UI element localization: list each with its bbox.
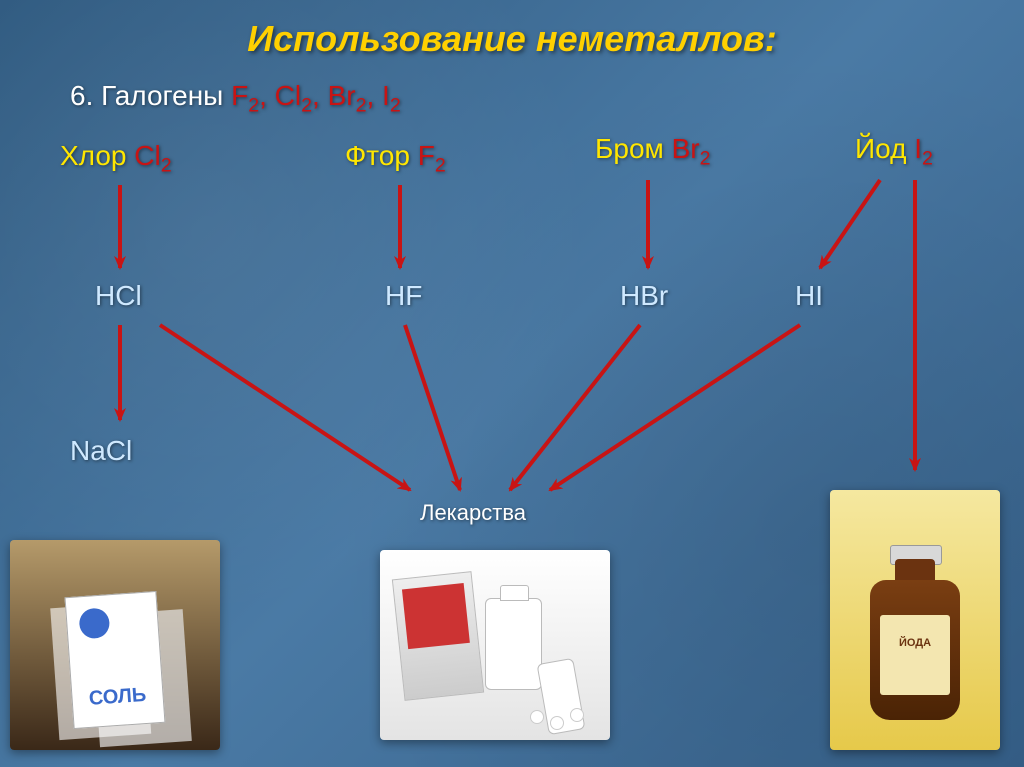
pill-icon	[530, 710, 544, 724]
iodine-bottle-icon: ЙОДА	[860, 545, 970, 725]
subtitle-line: 6. Галогены F2, Cl2, Br2, I2	[70, 80, 401, 118]
node-hcl: HCl	[95, 280, 142, 312]
pill-icon	[570, 708, 584, 722]
image-iodine: ЙОДА	[830, 490, 1000, 750]
node-chlorine: Хлор Cl2	[60, 140, 172, 178]
page-title: Использование неметаллов:	[0, 18, 1024, 60]
subtitle-word: Галогены	[101, 80, 223, 111]
label-bromine: Бром	[595, 133, 664, 164]
subtitle-formulas: F2, Cl2, Br2, I2	[231, 80, 401, 111]
formula-cl2: Cl2	[134, 140, 171, 171]
node-bromine: Бром Br2	[595, 133, 710, 171]
formula-f2: F2	[418, 140, 446, 171]
node-fluorine: Фтор F2	[345, 140, 446, 178]
label-chlorine: Хлор	[60, 140, 126, 171]
salt-label-text: СОЛЬ	[72, 683, 163, 712]
label-iodine: Йод	[855, 133, 906, 164]
image-salt: СОЛЬ	[10, 540, 220, 750]
label-medicines: Лекарства	[420, 500, 526, 526]
node-hi: HI	[795, 280, 823, 312]
subtitle-number: 6.	[70, 80, 93, 111]
formula-br2: Br2	[672, 133, 711, 164]
pill-icon	[550, 716, 564, 730]
node-hf: HF	[385, 280, 422, 312]
image-medicines	[380, 550, 610, 740]
pill-bottle-icon	[485, 598, 542, 690]
node-iodine: Йод I2	[855, 133, 933, 171]
formula-i2: I2	[914, 133, 933, 164]
node-hbr: HBr	[620, 280, 668, 312]
pill-box-icon	[392, 571, 484, 701]
node-nacl: NaCl	[70, 435, 132, 467]
label-fluorine: Фтор	[345, 140, 410, 171]
iodine-label-text: ЙОДА	[880, 615, 950, 695]
salt-package-icon: СОЛЬ	[65, 591, 166, 729]
